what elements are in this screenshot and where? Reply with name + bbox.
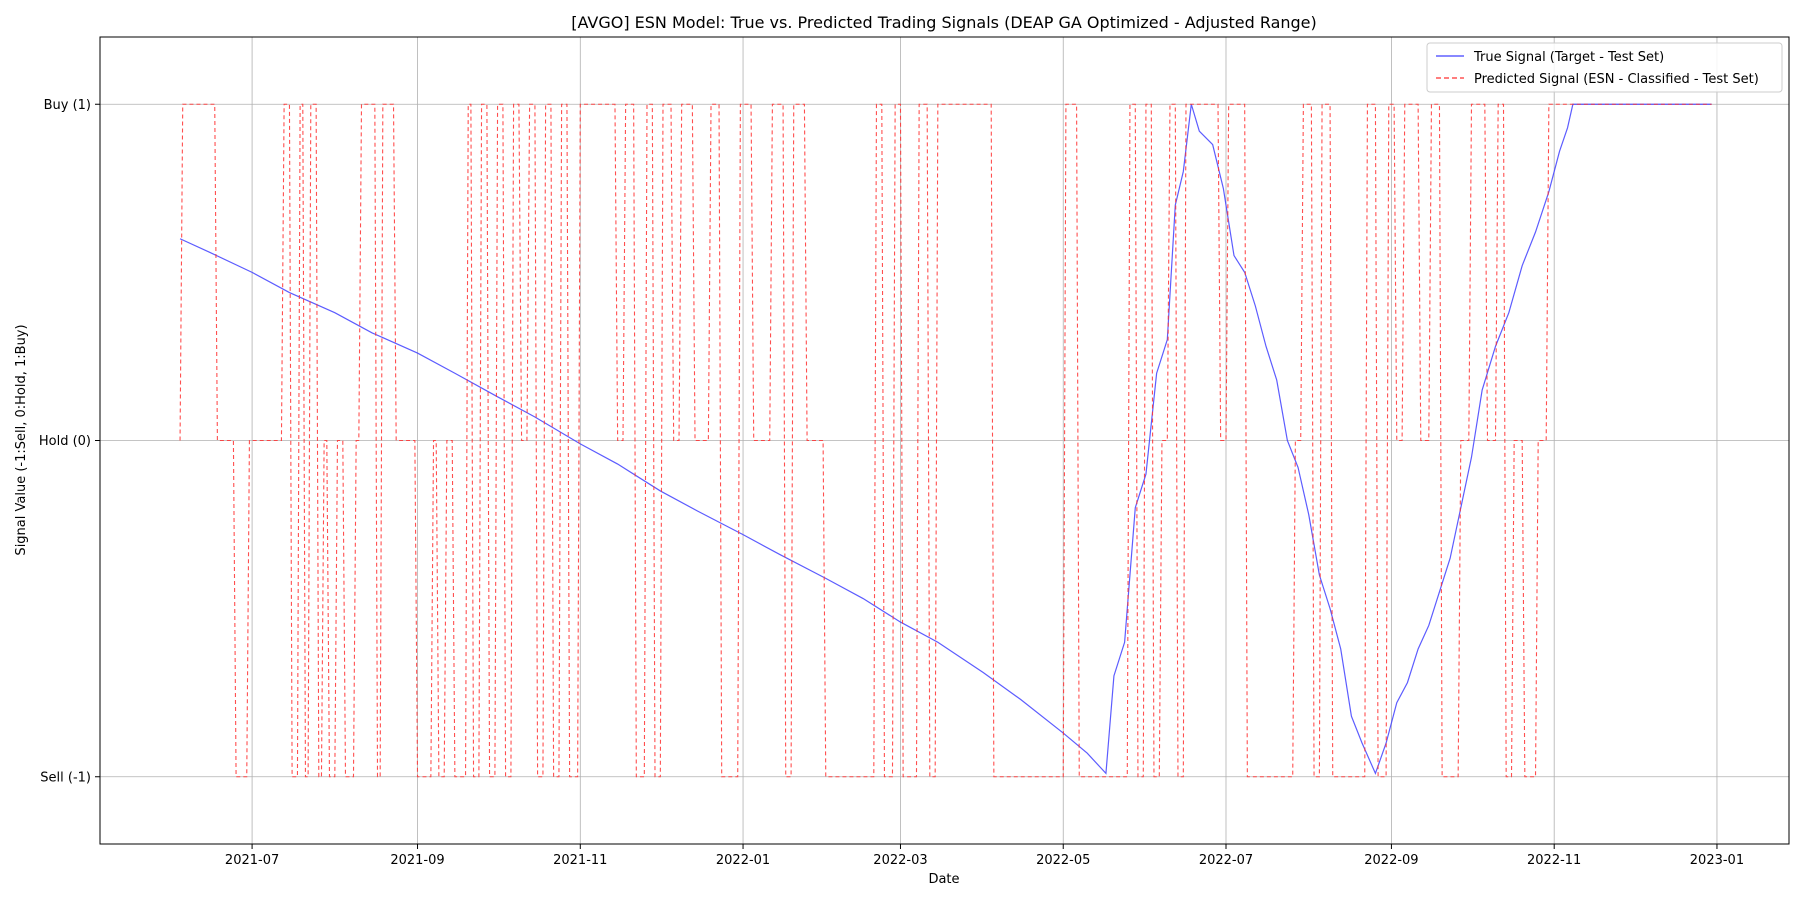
y-tick-label: Sell (-1) [40,770,91,785]
legend: True Signal (Target - Test Set) Predicte… [1426,42,1783,93]
x-tick-label: 2021-07 [225,853,279,868]
series-line-true-signal [179,103,1712,776]
legend-label-predicted-signal: Predicted Signal (ESN - Classified - Tes… [1474,72,1759,87]
x-axis-label: Date [928,872,959,887]
x-tick-label: 2022-11 [1527,853,1581,868]
x-tick-label: 2022-03 [873,853,927,868]
x-tick-label: 2021-11 [553,853,607,868]
y-axis-label: Signal Value (-1:Sell, 0:Hold, 1:Buy) [14,324,29,555]
legend-box [1426,42,1783,93]
x-tick-label: 2021-09 [390,853,444,868]
x-tick-label: 2022-09 [1364,853,1418,868]
y-axis: Buy (1) Hold (0) Sell (-1) [39,98,100,785]
chart-title: [AVGO] ESN Model: True vs. Predicted Tra… [571,13,1317,32]
series-lines [179,103,1712,778]
y-tick-label: Hold (0) [39,434,91,449]
x-tick-label: 2022-07 [1199,853,1253,868]
x-axis: 2021-07 2021-09 2021-11 2022-01 2022-03 2022-… [225,844,1744,868]
x-tick-label: 2022-05 [1036,853,1090,868]
x-tick-label: 2023-01 [1690,853,1744,868]
x-tick-label: 2022-01 [716,853,770,868]
legend-label-true-signal: True Signal (Target - Test Set) [1473,50,1664,65]
series-line-predicted-signal [179,103,1712,778]
y-tick-label: Buy (1) [44,98,91,113]
